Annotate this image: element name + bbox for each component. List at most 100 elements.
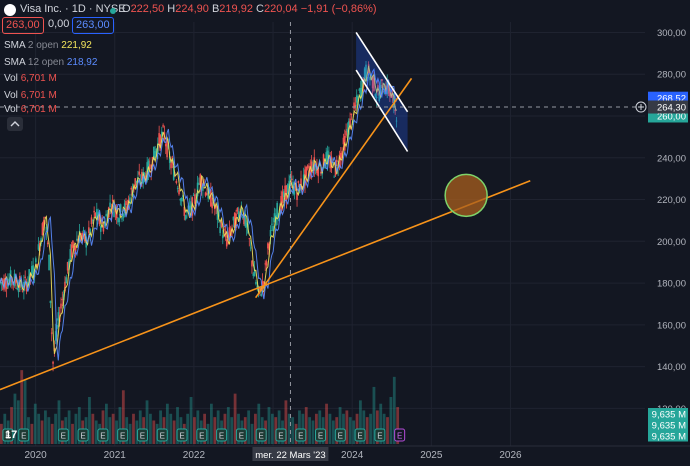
volume-bar	[37, 413, 41, 444]
earnings-event-marker[interactable]: E	[57, 428, 69, 442]
event-marker-box	[156, 428, 168, 442]
candle-body	[326, 150, 329, 165]
legend-vol-1[interactable]: Vol 6,701 M	[4, 73, 57, 84]
candle-body	[329, 160, 331, 169]
candle-body	[190, 201, 192, 211]
earnings-event-marker[interactable]: E	[97, 428, 109, 442]
sell-price-button[interactable]: 263,00	[2, 17, 44, 34]
earnings-event-marker[interactable]: E	[77, 428, 89, 442]
legend-sma-2[interactable]: SMA 2 open 221,92	[4, 40, 92, 51]
event-marker-box	[216, 428, 228, 442]
volume-bar	[213, 417, 217, 444]
candle-body	[66, 262, 69, 271]
candle-body	[160, 131, 163, 137]
candle-body	[288, 180, 290, 193]
candle-body	[268, 243, 270, 250]
event-marker-box	[235, 428, 247, 442]
volume-bar	[23, 380, 27, 444]
volume-bar	[20, 370, 24, 444]
earnings-event-marker[interactable]: E	[196, 428, 208, 442]
candle-body	[135, 180, 138, 183]
legend-sma-12[interactable]: SMA 12 open 218,92	[4, 57, 98, 68]
crosshair-price-label: 264,30	[657, 103, 686, 114]
event-marker-label: E	[239, 432, 244, 441]
candle-body	[305, 166, 308, 177]
x-tick-label: 2022	[183, 450, 206, 461]
candle-body	[361, 79, 363, 95]
candle-body	[260, 293, 263, 296]
earnings-event-marker[interactable]: E	[374, 428, 386, 442]
candle-body	[80, 235, 82, 241]
spread-value: 0,00	[48, 18, 70, 30]
volume-bar	[94, 420, 98, 444]
candle-body	[359, 88, 362, 99]
legend-vol-3[interactable]: Vol 6,701 M	[4, 104, 57, 115]
candle-body	[60, 303, 62, 309]
earnings-event-marker[interactable]: E	[275, 428, 287, 442]
earnings-event-marker[interactable]: E	[18, 428, 30, 442]
candle-body	[130, 187, 133, 190]
candle-body	[248, 238, 251, 240]
earnings-event-marker[interactable]: E	[315, 428, 327, 442]
volume-label: 9,635 M	[652, 410, 686, 421]
earnings-event-marker[interactable]: E	[235, 428, 247, 442]
candle-body	[309, 165, 312, 174]
buy-price-button[interactable]: 263,00	[72, 17, 114, 34]
candle-body	[322, 154, 325, 168]
candle-body	[310, 161, 313, 174]
candle-body	[16, 287, 19, 290]
earnings-event-marker[interactable]: E	[156, 428, 168, 442]
candle-body	[57, 312, 60, 321]
candle-body	[166, 139, 168, 158]
volume-bar	[277, 410, 281, 444]
earnings-event-marker[interactable]: E	[354, 428, 366, 442]
sma-12-line	[0, 67, 397, 361]
ohlc-values: O222,50 H224,90 B219,92 C220,04 −1,91 (−…	[122, 3, 377, 15]
earnings-event-marker[interactable]: E	[117, 428, 129, 442]
candle-body	[333, 176, 335, 178]
volume-bar	[311, 420, 315, 444]
volume-bar	[0, 423, 3, 444]
event-marker-label: E	[338, 432, 343, 441]
symbol-title[interactable]: Visa Inc. · 1D · NYSE	[20, 3, 126, 15]
earnings-event-marker[interactable]: E	[176, 428, 188, 442]
candle-body	[276, 203, 278, 218]
candle-body	[279, 209, 281, 216]
volume-bar	[230, 417, 234, 444]
earnings-event-marker[interactable]: E	[295, 428, 307, 442]
candle-body	[93, 210, 95, 213]
event-marker-box	[77, 428, 89, 442]
candle-body	[282, 191, 285, 198]
candle-body	[284, 185, 286, 197]
candle-body	[143, 172, 146, 179]
candle-body	[198, 183, 200, 185]
volume-bar	[152, 420, 156, 444]
earnings-event-marker[interactable]: E	[334, 428, 346, 442]
earnings-event-marker[interactable]: E	[136, 428, 148, 442]
earnings-event-marker[interactable]: E	[2, 428, 14, 442]
add-alert-plus-icon[interactable]	[635, 101, 647, 113]
earnings-event-marker[interactable]: E	[255, 428, 267, 442]
volume-bar	[348, 417, 352, 444]
candle-body	[293, 186, 296, 195]
candle-body	[320, 171, 322, 174]
event-marker-box	[354, 428, 366, 442]
event-marker-box	[117, 428, 129, 442]
legend-vol-2[interactable]: Vol 6,701 M	[4, 90, 57, 101]
candle-body	[228, 227, 231, 238]
event-marker-label: E	[61, 432, 66, 441]
earnings-event-marker[interactable]: E	[394, 428, 406, 442]
candle-body	[54, 331, 57, 341]
legend-collapse-button[interactable]	[7, 117, 23, 131]
candle-body	[350, 113, 353, 115]
volume-bar	[216, 410, 220, 444]
candle-body	[317, 167, 320, 177]
candle-body	[76, 238, 78, 241]
earnings-event-marker[interactable]: E	[216, 428, 228, 442]
candle-body	[90, 217, 93, 225]
volume-bar	[138, 410, 142, 444]
candle-body	[17, 285, 20, 293]
candle-body	[265, 261, 268, 266]
candle-body	[219, 227, 221, 234]
